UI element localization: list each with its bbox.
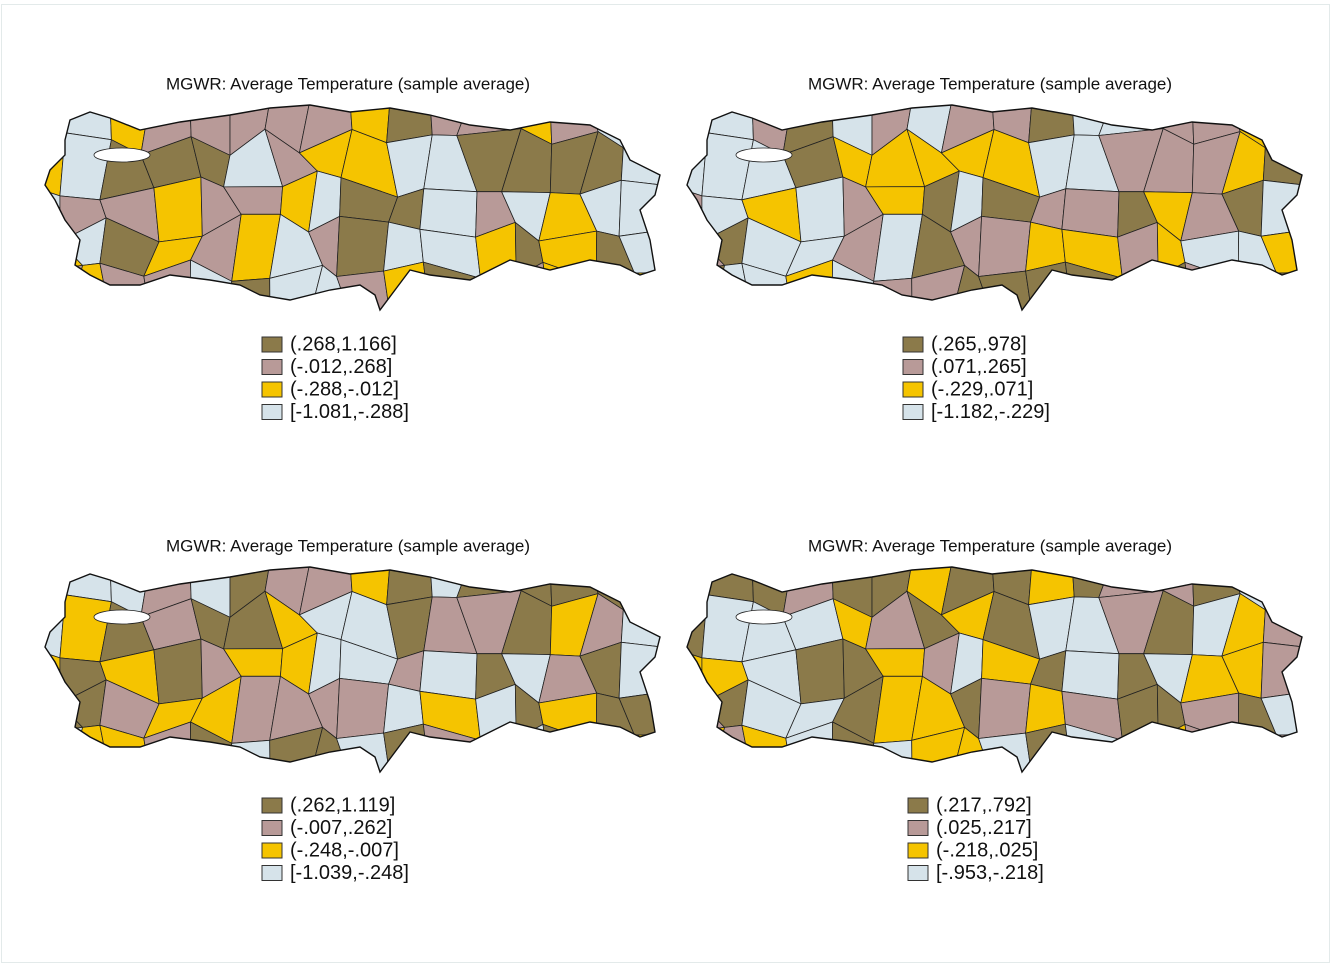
legend-swatch xyxy=(262,843,282,858)
legend-swatch xyxy=(262,360,282,375)
map-title: MGWR: Average Temperature (sample averag… xyxy=(808,536,1172,555)
province xyxy=(979,216,1031,276)
sea-of-marmara xyxy=(736,610,792,624)
map-page: MGWR: Average Temperature (sample averag… xyxy=(0,0,1333,965)
province xyxy=(796,177,844,242)
legend-swatch xyxy=(262,866,282,881)
legend-label: [-1.039,-.248] xyxy=(290,862,409,884)
legend-label: (-.248,-.007] xyxy=(290,839,399,861)
legend-swatch xyxy=(262,405,282,420)
province xyxy=(1062,651,1119,699)
legend-label: (.217,.792] xyxy=(936,794,1032,816)
legend-swatch xyxy=(262,798,282,813)
legend-swatch xyxy=(908,843,928,858)
province xyxy=(979,678,1031,738)
legend-label: (.025,.217] xyxy=(936,817,1032,839)
province xyxy=(420,651,477,699)
map-title: MGWR: Average Temperature (sample averag… xyxy=(166,74,530,93)
legend-label: (.268,1.166] xyxy=(290,333,397,355)
legend-label: [-.953,-.218] xyxy=(936,862,1044,884)
map-title: MGWR: Average Temperature (sample averag… xyxy=(808,74,1172,93)
legend-label: (-.007,.262] xyxy=(290,817,392,839)
legend-swatch xyxy=(903,360,923,375)
legend-swatch xyxy=(908,866,928,881)
sea-of-marmara xyxy=(736,148,792,162)
legend-swatch xyxy=(903,405,923,420)
sea-of-marmara xyxy=(94,610,150,624)
province xyxy=(337,216,389,276)
legend-swatch xyxy=(262,337,282,352)
legend-swatch xyxy=(908,821,928,836)
legend-swatch xyxy=(262,821,282,836)
legend-label: (-.012,.268] xyxy=(290,356,392,378)
legend-label: (-.229,.071] xyxy=(931,378,1033,400)
legend-label: (.071,.265] xyxy=(931,356,1027,378)
legend-label: (-.218,.025] xyxy=(936,839,1038,861)
legend-label: (.262,1.119] xyxy=(290,794,395,816)
legend-swatch xyxy=(903,337,923,352)
legend-label: [-1.081,-.288] xyxy=(290,401,409,423)
province xyxy=(1062,189,1119,237)
legend-label: (.265,.978] xyxy=(931,333,1027,355)
province xyxy=(420,189,477,237)
legend-swatch xyxy=(262,382,282,397)
legend-label: (-.288,-.012] xyxy=(290,378,399,400)
province xyxy=(154,177,202,242)
legend-swatch xyxy=(908,798,928,813)
map-title: MGWR: Average Temperature (sample averag… xyxy=(166,536,530,555)
province xyxy=(337,678,389,738)
legend-swatch xyxy=(903,382,923,397)
legend-label: [-1.182,-.229] xyxy=(931,401,1050,423)
province xyxy=(796,639,844,704)
province xyxy=(154,639,202,704)
sea-of-marmara xyxy=(94,148,150,162)
